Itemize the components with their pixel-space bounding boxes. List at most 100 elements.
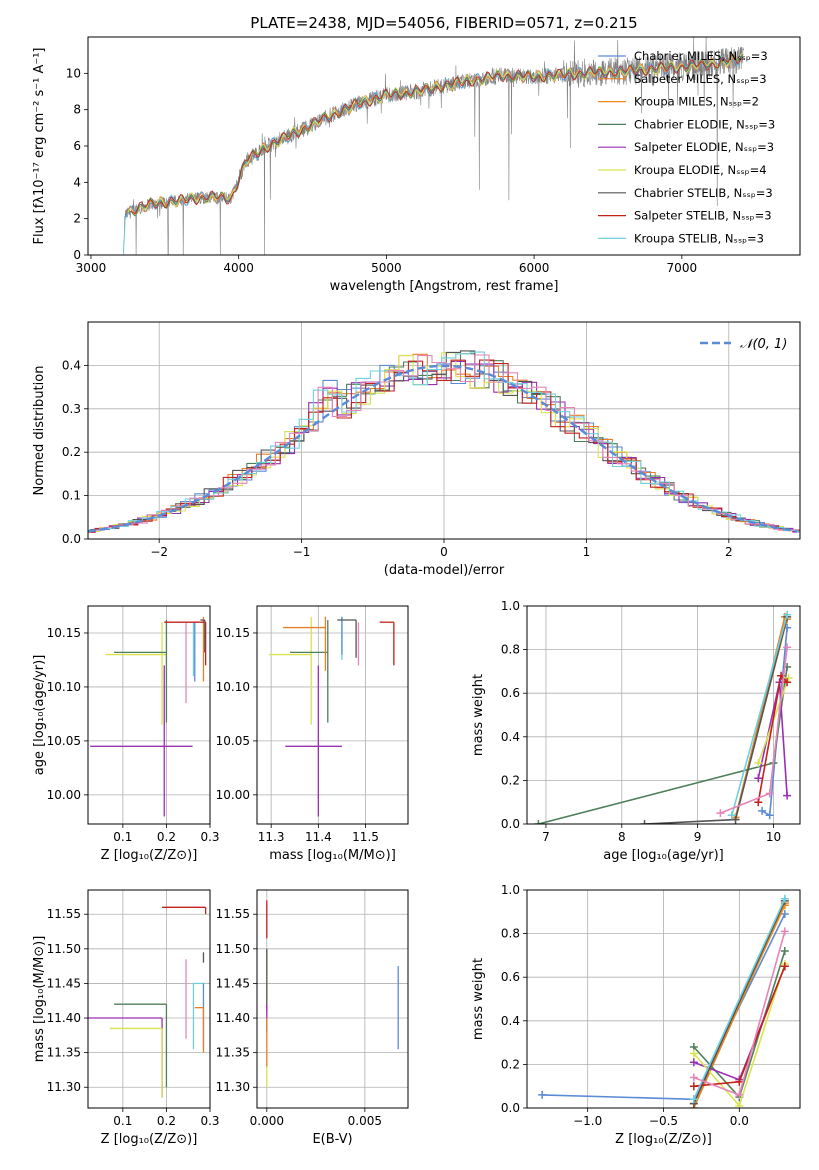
weight-marker [765, 789, 774, 798]
y-tick-label: 0.4 [501, 730, 520, 744]
x-axis-label: (data-model)/error [384, 563, 505, 578]
weight-line [693, 900, 786, 1104]
spectrum-legend: Chabrier MILES, Nₛₛₚ=3 Salpeter MILES, Nₛ… [598, 49, 775, 245]
errorbar-point [268, 616, 312, 725]
y-tick-label: 2 [73, 212, 81, 226]
mass_vs_ebv-axes: 0.000 0.005 11.30 11.35 11.40 11.45 11.50 11.55… [216, 889, 409, 1147]
mass_vs_Z-axes: 0.1 0.2 0.3 11.30 11.35 11.40 11.45 11.50 11.55 Z… [32, 889, 220, 1147]
weight-marker [780, 894, 789, 903]
weight-marker [727, 811, 736, 820]
x-tick-label: 10 [766, 830, 781, 844]
y-tick-label: 11.50 [216, 942, 250, 956]
errorbar-point [114, 620, 168, 723]
weight-series [689, 927, 789, 1099]
y-tick-label: 0.0 [62, 532, 81, 546]
y-tick-label: 10.00 [47, 788, 81, 802]
errorbar-point [105, 622, 167, 725]
y-tick-label: 10.05 [216, 734, 250, 748]
weight-marker [783, 643, 792, 652]
weight-series [689, 962, 789, 1091]
weight_vs_Z-axes: −1.0 −0.5 0.0 0.0 0.2 0.4 0.6 0.8 1.0 Z [log₁₀(Z/… [471, 883, 801, 1147]
weight-marker [754, 798, 763, 807]
weight-marker [783, 678, 792, 687]
weight-marker [735, 1101, 744, 1108]
weight-marker [538, 1090, 547, 1099]
y-tick-label: 0.0 [501, 1101, 520, 1115]
weight-marker [765, 811, 774, 820]
y-axis-label: mass weight [471, 674, 486, 756]
residual-histogram-line [88, 351, 800, 533]
figure-title: PLATE=2438, MJD=54056, FIBERID=0571, z=0… [250, 14, 637, 32]
errorbar-point [200, 619, 206, 653]
y-tick-label: 0.0 [501, 817, 520, 831]
spectrum-axes: 3000 4000 5000 6000 7000 0 2 4 6 8 10 wavelength [A… [32, 36, 801, 294]
y-tick-label: 0 [73, 248, 81, 262]
spectrum-plot-area [123, 37, 745, 255]
x-tick-label: −1.0 [573, 1114, 602, 1128]
weight-marker [780, 927, 789, 936]
legend-label: Kroupa STELIB, Nₛₛₚ=3 [634, 231, 764, 245]
age_vs_mass-plot-area [268, 616, 395, 817]
x-tick-label: −0.5 [649, 1114, 678, 1128]
legend-label: Kroupa ELODIE, Nₛₛₚ=4 [634, 163, 767, 177]
y-axis-label: mass weight [471, 958, 486, 1040]
mass_vs_ebv-plot-area [266, 900, 399, 1088]
y-tick-label: 10.05 [47, 734, 81, 748]
y-axis-label: age [log₁₀(age/yr)] [32, 655, 47, 776]
y-tick-label: 11.45 [47, 976, 81, 990]
errorbar-point [164, 621, 207, 666]
weight-marker [716, 809, 725, 818]
y-tick-label: 10.15 [216, 626, 250, 640]
y-tick-label: 0.6 [501, 686, 520, 700]
x-tick-label: −1 [293, 545, 311, 559]
weight-marker [689, 1058, 698, 1067]
gaussian-reference-line [88, 364, 798, 533]
y-tick-label: 11.30 [216, 1080, 250, 1094]
y-tick-label: 10.10 [216, 680, 250, 694]
residual-legend: 𝒩(0, 1) [700, 337, 787, 352]
weight-marker [784, 673, 793, 682]
x-tick-label: 11.5 [352, 830, 379, 844]
errorbar-point [192, 982, 205, 1050]
weight-marker [780, 909, 789, 918]
y-tick-label: 0.8 [501, 643, 520, 657]
weight-series [640, 612, 792, 824]
y-tick-label: 8 [73, 103, 81, 117]
y-tick-label: 11.30 [47, 1080, 81, 1094]
weight-marker [754, 758, 763, 767]
y-tick-label: 10.00 [216, 788, 250, 802]
weight-line [538, 666, 788, 824]
axes-frame [87, 889, 211, 1109]
x-tick-label: 0.005 [348, 1114, 382, 1128]
legend-label: Chabrier STELIB, Nₛₛₚ=3 [634, 186, 773, 200]
legend-label: Chabrier ELODIE, Nₛₛₚ=3 [634, 117, 775, 131]
weight-marker [731, 815, 740, 824]
legend-label: Chabrier MILES, Nₛₛₚ=3 [634, 49, 768, 63]
x-tick-label: 0.000 [250, 1114, 284, 1128]
y-tick-label: 10.15 [47, 626, 81, 640]
y-axis-label: Normed distribution [32, 366, 47, 496]
weight-line [731, 614, 788, 816]
residuals-plot-area [88, 350, 800, 534]
y-tick-label: 0.6 [501, 970, 520, 984]
x-tick-label: 4000 [223, 261, 254, 275]
x-axis-label: Z [log₁₀(Z/Z⊙)] [101, 1132, 198, 1147]
axes-frame [256, 889, 409, 1109]
errorbar-point [90, 665, 193, 817]
weight-marker [754, 774, 763, 783]
x-tick-label: 2 [725, 545, 733, 559]
x-tick-label: 6000 [519, 261, 550, 275]
x-axis-label: mass [log₁₀(M/M⊙)] [269, 848, 396, 863]
x-tick-label: 1 [583, 545, 591, 559]
x-axis-label: Z [log₁₀(Z/Z⊙)] [615, 1132, 712, 1147]
y-tick-label: 0.8 [501, 927, 520, 941]
y-tick-label: 11.55 [47, 907, 81, 921]
y-tick-label: 0.2 [501, 773, 520, 787]
weight-marker [735, 1090, 744, 1099]
x-tick-label: 11.3 [258, 830, 285, 844]
weight_vs_age-plot-area [534, 610, 793, 824]
y-tick-label: 11.50 [47, 942, 81, 956]
model-spectrum-line [125, 52, 744, 215]
x-tick-label: 0.1 [113, 1114, 132, 1128]
weight_vs_Z-plot-area [538, 894, 789, 1108]
